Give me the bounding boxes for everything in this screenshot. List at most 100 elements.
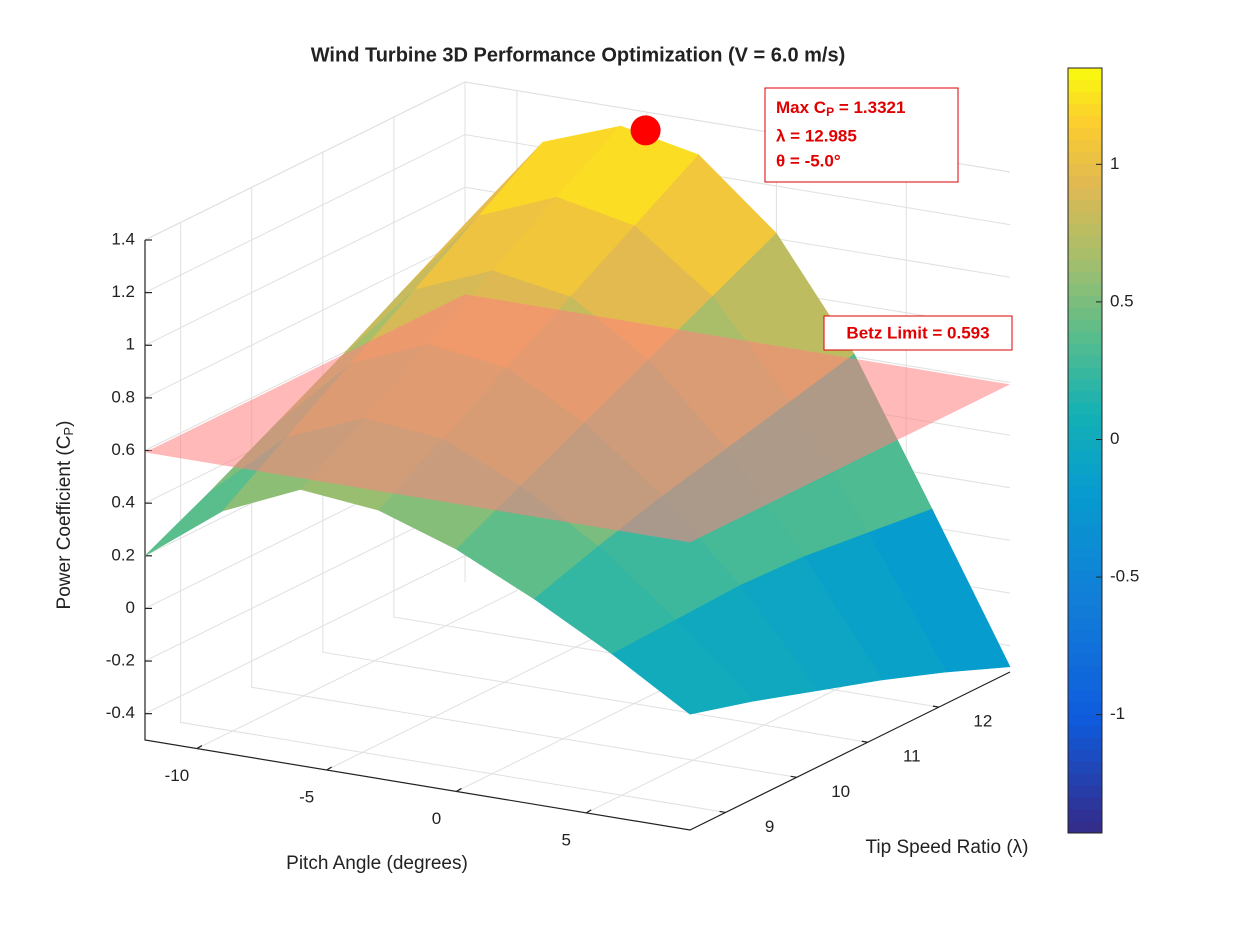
colorbar-cell — [1068, 677, 1102, 691]
y-tick — [932, 705, 939, 708]
colorbar-cell — [1068, 821, 1102, 834]
colorbar-cell — [1068, 570, 1102, 583]
colorbar-cell — [1068, 127, 1102, 141]
max-annotation: Max CP = 1.3321 — [776, 98, 905, 119]
x-tick — [456, 787, 462, 792]
colorbar-cell — [1068, 295, 1102, 308]
colorbar-tick-label: 0 — [1110, 429, 1119, 448]
max-text: Max C — [776, 98, 826, 117]
colorbar-cell — [1068, 725, 1102, 738]
betz-annotation: Betz Limit = 0.593 — [846, 323, 989, 342]
colorbar-cell — [1068, 307, 1102, 320]
colorbar-cell — [1068, 486, 1102, 499]
grid-line — [180, 222, 726, 813]
z-tick-label: 1.2 — [111, 282, 135, 301]
colorbar-cell — [1068, 342, 1102, 356]
colorbar-cell — [1068, 390, 1102, 404]
colorbar-cell — [1068, 187, 1102, 200]
colorbar-tick-label: 0.5 — [1110, 291, 1134, 310]
x-tick — [196, 745, 203, 750]
max-annotation-box — [764, 87, 959, 183]
x-axis-label: Pitch Angle (degrees) — [286, 853, 468, 874]
colorbar-cell — [1068, 665, 1102, 679]
colorbar-cell — [1068, 199, 1102, 212]
colorbar-tick-label: -1 — [1110, 704, 1125, 723]
colorbar-cell — [1068, 103, 1102, 117]
z-label-end: ) — [54, 421, 75, 427]
colorbar-cell — [1068, 534, 1102, 547]
x-tick — [585, 809, 592, 814]
max-value: = 1.3321 — [834, 98, 905, 117]
y-tick-label: 11 — [903, 747, 921, 766]
x-tick — [326, 766, 332, 771]
z-label-sub: P — [61, 427, 76, 436]
colorbar-cell — [1068, 474, 1102, 487]
z-tick-label: 0.8 — [111, 387, 135, 406]
colorbar-cell — [1068, 402, 1102, 416]
colorbar-cell — [1068, 629, 1102, 643]
colorbar-cell — [1068, 701, 1102, 714]
colorbar-cell — [1068, 91, 1102, 105]
colorbar-cell — [1068, 163, 1102, 177]
y-tick-label: 12 — [973, 712, 992, 731]
colorbar-cell — [1068, 68, 1102, 81]
y-tick — [719, 810, 726, 814]
y-tick-label: 9 — [765, 817, 774, 836]
grid-line — [322, 152, 868, 743]
max-lambda: λ = 12.985 — [776, 126, 857, 145]
z-axis-label: Power Coefficient (CP) — [54, 421, 76, 610]
colorbar-cell — [1068, 761, 1102, 774]
colorbar-cell — [1068, 151, 1102, 165]
colorbar-cell — [1068, 450, 1102, 463]
colorbar-cell — [1068, 79, 1102, 93]
colorbar-cell — [1068, 175, 1102, 189]
y-tick — [790, 775, 797, 778]
colorbar-cell — [1068, 617, 1102, 631]
colorbar-cell — [1068, 510, 1102, 523]
colorbar-cell — [1068, 259, 1102, 272]
colorbar-cell — [1068, 689, 1102, 703]
betz-plane — [145, 294, 1010, 543]
colorbar-cell — [1068, 115, 1102, 129]
max-marker — [630, 115, 661, 146]
colorbar-cell — [1068, 414, 1102, 428]
colorbar-cell — [1068, 223, 1102, 236]
colorbar-cell — [1068, 522, 1102, 535]
colorbar-cell — [1068, 498, 1102, 511]
plot: -0.4 -0.2 0 0.2 0.4 0.6 0.8 1 1.2 1.4 -10 -5 0 5 9 10 11… — [106, 81, 1011, 849]
max-theta: θ = -5.0° — [776, 151, 841, 170]
z-tick-label: 0.2 — [111, 545, 135, 564]
colorbar-cell — [1068, 330, 1102, 344]
grid-line — [251, 187, 797, 778]
colorbar-cell — [1068, 319, 1102, 332]
colorbar-cell — [1068, 426, 1102, 440]
z-tick-label: 1.4 — [111, 229, 135, 248]
x-tick-label: 0 — [432, 809, 441, 828]
colorbar-cell — [1068, 366, 1102, 380]
colorbar-frame — [1067, 67, 1103, 834]
z-tick-label: 0.4 — [111, 493, 135, 512]
colorbar-tick-label: 1 — [1110, 154, 1119, 173]
x-tick-label: 5 — [561, 830, 570, 849]
z-tick-label: -0.4 — [106, 703, 135, 722]
colorbar-cell — [1068, 283, 1102, 296]
z-tick-label: 0.6 — [111, 440, 135, 459]
z-tick-label: 0 — [126, 598, 135, 617]
colorbar-cell — [1068, 653, 1102, 667]
betz-annotation-box — [823, 315, 1013, 351]
colorbar-cell — [1068, 378, 1102, 392]
colorbar-cell — [1068, 462, 1102, 475]
y-tick-label: 10 — [831, 782, 850, 801]
y-tick — [861, 740, 868, 743]
colorbar-cell — [1068, 211, 1102, 224]
colorbar-cell — [1068, 641, 1102, 655]
colorbar-cell — [1068, 546, 1102, 559]
axis-line — [144, 240, 1011, 831]
z-tick-label: 1 — [126, 335, 135, 354]
colorbar-cell — [1068, 737, 1102, 750]
colorbar-cell — [1068, 809, 1102, 822]
colorbar-tick-label: -0.5 — [1110, 567, 1139, 586]
colorbar-cell — [1068, 235, 1102, 248]
x-tick-label: -5 — [299, 787, 314, 806]
